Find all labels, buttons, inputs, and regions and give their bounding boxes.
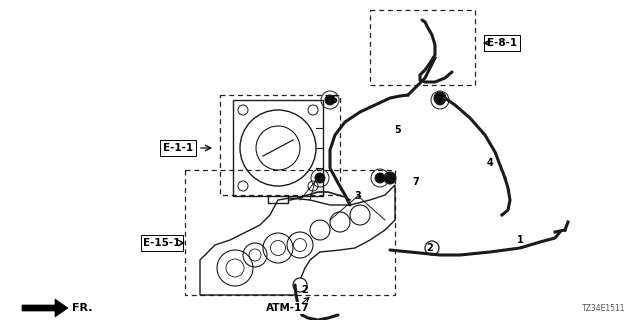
- Circle shape: [375, 173, 385, 183]
- Text: 7: 7: [413, 177, 419, 187]
- Text: 2: 2: [301, 285, 308, 295]
- Circle shape: [308, 181, 318, 191]
- Circle shape: [315, 173, 325, 183]
- Text: 6: 6: [376, 173, 383, 183]
- Text: E-8-1: E-8-1: [487, 38, 517, 48]
- Polygon shape: [22, 299, 68, 317]
- Text: 5: 5: [395, 125, 401, 135]
- Text: 2: 2: [427, 243, 433, 253]
- Circle shape: [384, 172, 396, 184]
- Text: 6: 6: [315, 173, 321, 183]
- Circle shape: [308, 105, 318, 115]
- Circle shape: [434, 92, 446, 104]
- Text: FR.: FR.: [72, 303, 93, 313]
- Text: 6: 6: [331, 95, 337, 105]
- Text: ATM-17: ATM-17: [266, 303, 310, 313]
- Circle shape: [435, 95, 445, 105]
- Circle shape: [238, 181, 248, 191]
- Circle shape: [425, 241, 439, 255]
- Text: 7: 7: [436, 95, 444, 105]
- Text: 3: 3: [355, 191, 362, 201]
- Text: E-15-1: E-15-1: [143, 238, 180, 248]
- Circle shape: [238, 105, 248, 115]
- Circle shape: [325, 95, 335, 105]
- Text: 1: 1: [516, 235, 524, 245]
- Circle shape: [293, 278, 307, 292]
- Text: 4: 4: [486, 158, 493, 168]
- Text: E-1-1: E-1-1: [163, 143, 193, 153]
- Text: TZ34E1511: TZ34E1511: [582, 304, 625, 313]
